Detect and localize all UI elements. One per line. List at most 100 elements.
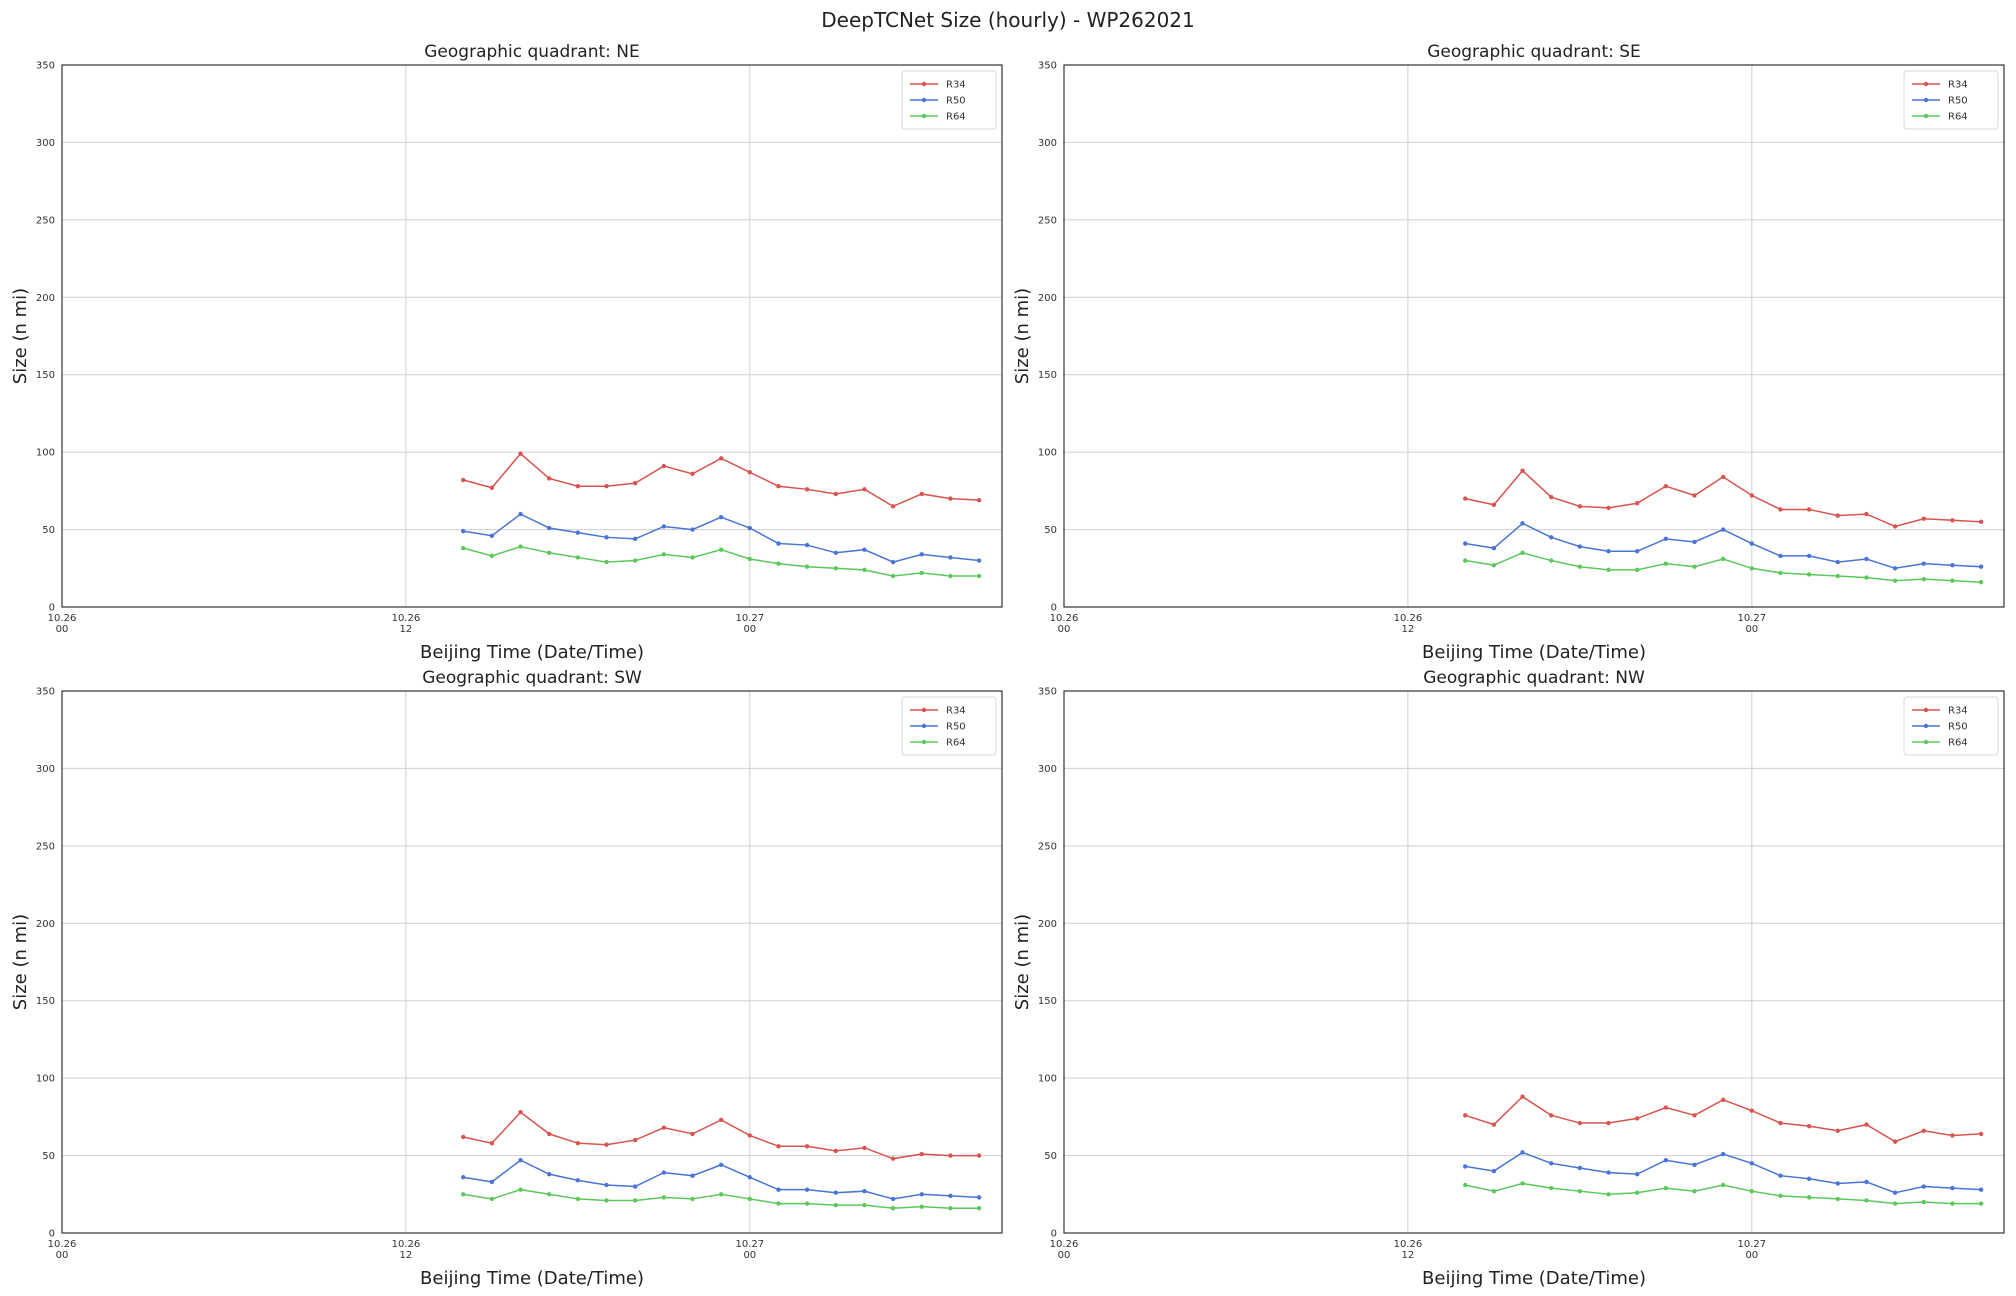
data-point-r50: [948, 1193, 953, 1199]
x-tick-label: 10.26 00: [48, 613, 77, 635]
data-point-r64: [862, 1202, 867, 1208]
plot-frame: [1063, 64, 2005, 608]
y-tick-label: 200: [36, 919, 55, 930]
data-point-r50: [718, 514, 724, 520]
data-point-r50: [518, 1158, 523, 1163]
legend-label: R64: [1948, 738, 1968, 749]
data-point-r34: [1577, 504, 1583, 509]
data-point-r64: [919, 1204, 924, 1209]
data-point-r50: [1606, 549, 1611, 554]
legend-label: R34: [946, 80, 966, 91]
data-point-r50: [489, 533, 495, 538]
data-point-r34: [1806, 507, 1812, 512]
data-point-r50: [632, 1184, 638, 1189]
data-point-r50: [1577, 1165, 1583, 1171]
data-point-r34: [632, 1137, 638, 1143]
data-point-r64: [661, 552, 667, 557]
data-point-r64: [1463, 1182, 1468, 1188]
data-point-r50: [1634, 549, 1640, 554]
data-point-r34: [1749, 493, 1755, 498]
data-point-r50: [1921, 561, 1926, 566]
legend-label: R50: [1948, 722, 1968, 733]
data-point-r50: [661, 524, 667, 529]
data-point-r64: [1491, 1188, 1497, 1194]
data-point-r34: [546, 476, 552, 481]
y-tick-label: 100: [36, 1074, 55, 1085]
data-point-r64: [1692, 564, 1697, 569]
data-point-r34: [776, 484, 781, 489]
y-tick-label: 150: [1038, 996, 1057, 1007]
data-point-r34: [1864, 511, 1869, 517]
chart-panel-1: 0 50 100 150 200 250 300 350 10.26 00 10.26 12 10.27…: [10, 42, 1003, 663]
y-tick-label: 150: [36, 996, 55, 1007]
data-point-r34: [1634, 1116, 1640, 1121]
data-point-r34: [1921, 516, 1926, 521]
data-point-r50: [976, 1195, 982, 1200]
data-point-r34: [546, 1131, 552, 1137]
data-point-r34: [518, 1110, 523, 1115]
data-point-r64: [1577, 1188, 1583, 1194]
legend-marker-r64: [921, 113, 927, 119]
data-point-r64: [518, 1187, 523, 1192]
data-point-r34: [489, 485, 495, 490]
data-point-r50: [1548, 535, 1554, 540]
data-point-r50: [1749, 1161, 1755, 1166]
data-point-r50: [862, 1188, 867, 1194]
data-point-r64: [461, 1192, 466, 1197]
data-point-r50: [1892, 1190, 1898, 1195]
data-point-r64: [518, 544, 523, 549]
data-point-r50: [1778, 553, 1783, 559]
data-point-r34: [1921, 1128, 1926, 1133]
data-point-r34: [1692, 493, 1697, 498]
data-point-r64: [1835, 573, 1840, 579]
data-point-r50: [1892, 566, 1898, 571]
legend-marker-r50: [1923, 97, 1929, 103]
panel-title: Geographic quadrant: SW: [422, 668, 642, 688]
data-point-r50: [546, 525, 552, 531]
data-point-r34: [976, 1153, 982, 1158]
data-point-r64: [632, 558, 638, 563]
x-axis-label: Beijing Time (Date/Time): [420, 1268, 644, 1289]
data-point-r34: [1692, 1113, 1697, 1118]
legend-label: R34: [946, 706, 966, 717]
y-tick-label: 200: [1038, 293, 1057, 304]
y-tick-label: 0: [1051, 1229, 1057, 1240]
legend-marker-r34: [1923, 707, 1929, 713]
figure-title: DeepTCNet Size (hourly) - WP262021: [821, 8, 1195, 32]
x-tick-label: 10.26 12: [1394, 613, 1423, 635]
data-point-r34: [575, 1140, 581, 1146]
data-point-r50: [919, 1192, 924, 1197]
series-line-r34: [1464, 1095, 1982, 1143]
data-point-r50: [1864, 1179, 1869, 1185]
x-tick-label: 10.27 00: [735, 613, 764, 635]
data-point-r64: [1978, 1201, 1984, 1206]
data-point-r64: [1864, 1198, 1869, 1203]
y-tick-label: 0: [49, 603, 55, 614]
y-tick-label: 150: [36, 370, 55, 381]
y-tick-label: 50: [42, 525, 55, 536]
data-point-r34: [1835, 1128, 1840, 1133]
plot-frame: [61, 690, 1003, 1234]
y-tick-label: 250: [36, 215, 55, 226]
data-point-r64: [718, 1192, 724, 1197]
data-point-r50: [546, 1171, 552, 1177]
data-point-r64: [1548, 558, 1554, 563]
data-point-r64: [1892, 1201, 1898, 1206]
data-point-r50: [661, 1170, 667, 1175]
data-point-r50: [1749, 541, 1755, 546]
data-point-r64: [1634, 567, 1640, 573]
panel-title: Geographic quadrant: SE: [1427, 42, 1641, 62]
data-point-r34: [833, 491, 838, 497]
data-point-r34: [890, 504, 896, 509]
data-point-r50: [1520, 521, 1525, 526]
data-point-r64: [1806, 1195, 1812, 1200]
data-point-r64: [1806, 572, 1812, 577]
data-point-r34: [575, 484, 581, 489]
data-point-r34: [1835, 513, 1840, 518]
data-point-r64: [575, 1196, 581, 1202]
chart-panel-4: 0 50 100 150 200 250 300 350 10.26 00 10.26 12 10.27…: [1012, 668, 2005, 1289]
data-point-r34: [1548, 494, 1554, 500]
data-point-r64: [1577, 564, 1583, 569]
legend-label: R64: [946, 112, 966, 123]
data-point-r50: [718, 1162, 724, 1168]
